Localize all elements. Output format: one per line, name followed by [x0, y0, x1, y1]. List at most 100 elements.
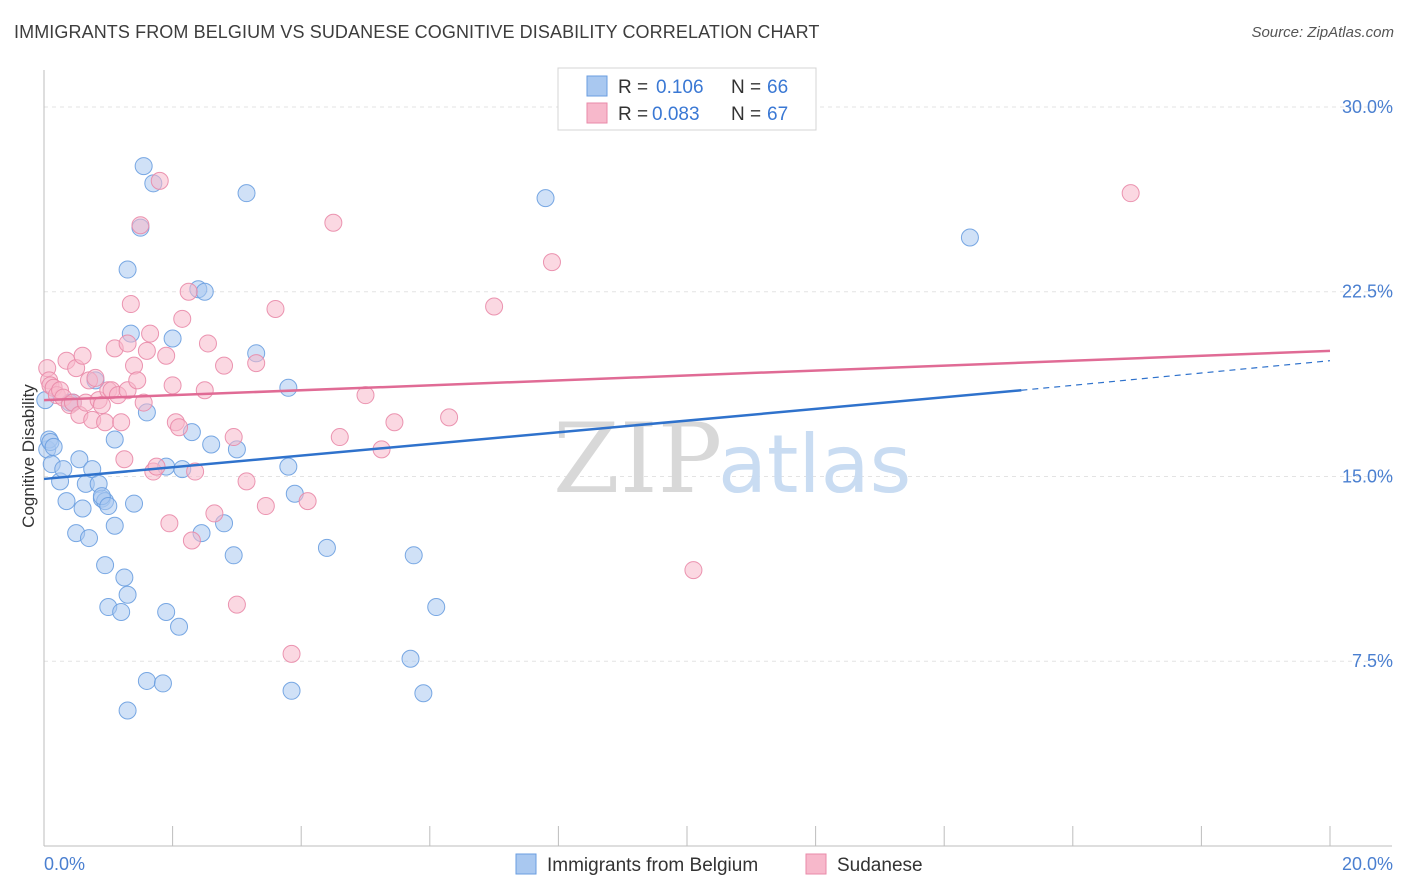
sudanese-point-16 — [86, 368, 105, 387]
legend-box: R = 0.106 N = 66 R = 0.083 N = 67 — [557, 67, 817, 131]
sudanese-point-34 — [141, 324, 160, 343]
legend-swatch-sudanese — [586, 102, 608, 124]
belgium-point-23 — [99, 497, 118, 516]
trend-lines — [43, 349, 1331, 481]
x-tick-label-1: 20.0% — [1342, 854, 1393, 874]
belgium-point-37 — [137, 671, 156, 690]
sudanese-point-40 — [163, 376, 182, 395]
watermark-atlas: atlas — [718, 418, 911, 511]
belgium-point-60 — [401, 649, 420, 668]
legend-n-value-belgium: 66 — [767, 77, 788, 98]
sudanese-point-53 — [237, 472, 256, 491]
belgium-point-30 — [118, 260, 137, 279]
belgium-point-63 — [427, 598, 446, 617]
y-tick-label-3: 30.0% — [1342, 97, 1393, 117]
legend-r-value-sudanese: 0.083 — [652, 104, 700, 125]
bottom-legend-label-sudanese: Sudanese — [837, 855, 923, 876]
sudanese-point-32 — [134, 393, 153, 412]
sudanese-point-28 — [121, 295, 140, 314]
sudanese-point-60 — [330, 428, 349, 447]
legend-r-value-belgium: 0.106 — [656, 77, 704, 98]
y-tick-label-1: 15.0% — [1342, 466, 1393, 486]
belgium-point-22 — [96, 556, 115, 575]
sudanese-point-65 — [485, 297, 504, 316]
belgium-point-57 — [282, 681, 301, 700]
axes — [43, 70, 1392, 847]
y-tick-label-2: 22.5% — [1342, 282, 1393, 302]
legend-n-label-sudanese: N = — [731, 104, 761, 125]
legend-r-label-sudanese: R = — [618, 104, 648, 125]
belgium-point-62 — [414, 684, 433, 703]
x-tick-label-0: 0.0% — [44, 854, 85, 874]
belgium-point-7 — [54, 460, 73, 479]
belgium-point-39 — [153, 674, 172, 693]
belgium-point-59 — [317, 538, 336, 557]
sudanese-point-59 — [324, 213, 343, 232]
grid-lines — [44, 106, 1392, 662]
sudanese-point-58 — [298, 492, 317, 511]
watermark-zip: ZIP — [553, 403, 722, 515]
sudanese-point-33 — [137, 341, 156, 360]
series-sudanese-points — [38, 171, 1140, 663]
sudanese-point-49 — [205, 504, 224, 523]
bottom-legend-label-belgium: Immigrants from Belgium — [547, 855, 758, 876]
sudanese-point-39 — [160, 514, 179, 533]
belgium-point-33 — [118, 701, 137, 720]
sudanese-point-12 — [73, 346, 92, 365]
belgium-point-32 — [125, 494, 144, 513]
belgium-point-64 — [536, 189, 555, 208]
sudanese-point-30 — [128, 371, 147, 390]
sudanese-point-48 — [198, 334, 217, 353]
sudanese-point-47 — [195, 381, 214, 400]
belgium-point-55 — [279, 378, 298, 397]
legend-r-label-belgium: R = — [618, 77, 648, 98]
legend-swatch-belgium — [586, 75, 608, 97]
sudanese-point-55 — [256, 497, 275, 516]
sudanese-point-43 — [173, 309, 192, 328]
bottom-legend: Immigrants from Belgium Sudanese — [515, 853, 923, 876]
belgium-point-13 — [73, 499, 92, 518]
sudanese-point-52 — [227, 595, 246, 614]
belgium-point-65 — [960, 228, 979, 247]
source-label: Source: ZipAtlas.com — [1251, 24, 1394, 41]
sudanese-point-63 — [385, 413, 404, 432]
belgium-point-51 — [224, 546, 243, 565]
belgium-point-26 — [105, 516, 124, 535]
belgium-point-12 — [70, 450, 89, 469]
legend-n-value-sudanese: 67 — [767, 104, 788, 125]
legend-n-label-belgium: N = — [731, 77, 761, 98]
chart-title: IMMIGRANTS FROM BELGIUM VS SUDANESE COGN… — [14, 22, 820, 42]
sudanese-point-45 — [186, 462, 205, 481]
sudanese-point-36 — [147, 457, 166, 476]
belgium-point-35 — [134, 157, 153, 176]
sudanese-point-46 — [182, 531, 201, 550]
belgium-point-15 — [80, 529, 99, 548]
y-tick-label-0: 7.5% — [1352, 651, 1393, 671]
belgium-point-61 — [404, 546, 423, 565]
x-tick-labels: 0.0% 20.0% — [44, 854, 1393, 874]
belgium-point-5 — [44, 437, 63, 456]
belgium-point-42 — [163, 329, 182, 348]
sudanese-point-67 — [684, 561, 703, 580]
sudanese-point-44 — [179, 282, 198, 301]
bottom-legend-swatch-sudanese — [805, 853, 827, 875]
sudanese-point-25 — [115, 450, 134, 469]
belgium-point-53 — [237, 184, 256, 203]
belgium-point-56 — [279, 457, 298, 476]
belgium-point-43 — [170, 617, 189, 636]
y-axis-label: Cognitive Disability — [19, 384, 38, 528]
trend-line-belgium — [43, 389, 1022, 481]
sudanese-point-68 — [1121, 184, 1140, 203]
trend-line-belgium-extension — [1021, 360, 1331, 391]
sudanese-point-27 — [118, 334, 137, 353]
belgium-point-27 — [112, 602, 131, 621]
belgium-point-25 — [105, 430, 124, 449]
belgium-point-28 — [115, 568, 134, 587]
sudanese-point-57 — [282, 644, 301, 663]
bottom-legend-swatch-belgium — [515, 853, 537, 875]
sudanese-point-24 — [112, 413, 131, 432]
sudanese-point-31 — [131, 216, 150, 235]
belgium-point-29 — [118, 585, 137, 604]
sudanese-point-66 — [542, 253, 561, 272]
